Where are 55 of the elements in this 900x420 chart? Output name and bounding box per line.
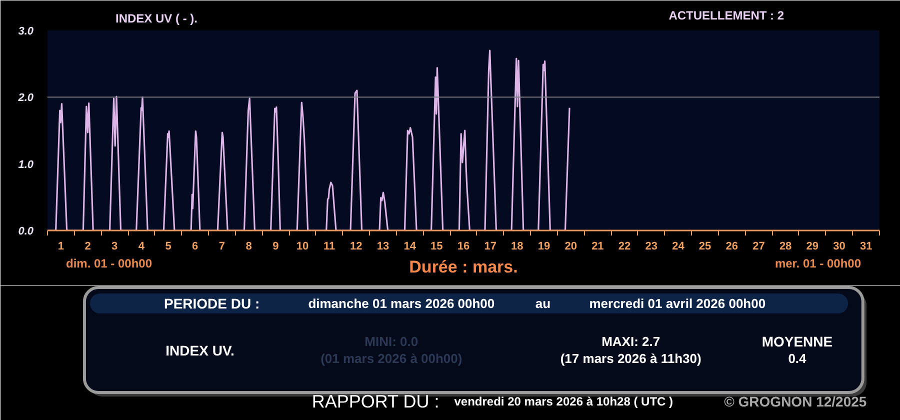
- x-tick-label: 10: [296, 240, 309, 252]
- x-tick-label: 11: [323, 240, 336, 252]
- text: dim. 01 - 00h00: [66, 256, 152, 270]
- x-tick-label: 21: [592, 240, 604, 252]
- y-tick-label: 1.0: [18, 158, 34, 171]
- text: (17 mars 2026 à 11h30): [560, 351, 702, 366]
- x-tick-label: 20: [564, 240, 577, 252]
- x-tick-label: 1: [58, 240, 64, 252]
- x-tick-label: 25: [698, 240, 712, 252]
- x-axis-title: Durée : mars.: [409, 258, 518, 276]
- text: RAPPORT DU :: [312, 392, 440, 412]
- x-tick-label: 3: [112, 240, 118, 252]
- x-tick-label: 31: [860, 240, 872, 252]
- text: mercredi 01 avril 2026 00h00: [589, 296, 766, 311]
- x-tick-label: 29: [806, 240, 819, 252]
- x-tick-label: 24: [672, 240, 686, 252]
- text: MOYENNE: [762, 334, 833, 350]
- text: au: [535, 296, 551, 311]
- text: dimanche 01 mars 2026 00h00: [308, 296, 495, 311]
- line-series: [48, 50, 570, 230]
- text: PERIODE DU :: [164, 296, 260, 312]
- x-tick-label: 19: [538, 240, 550, 252]
- y-tick-label: 2.0: [17, 92, 34, 104]
- text: INDEX UV.: [166, 342, 234, 358]
- text: mer. 01 - 00h00: [774, 256, 862, 270]
- x-tick-label: 4: [138, 240, 146, 252]
- text: 0.4: [788, 351, 808, 366]
- x-tick-label: 22: [618, 240, 631, 252]
- text: MAXI: 2.7: [602, 334, 660, 349]
- x-tick-label: 5: [165, 240, 172, 252]
- x-tick-label: 30: [833, 240, 846, 252]
- y-tick-label: 0.0: [18, 226, 34, 238]
- x-tick-label: 13: [376, 240, 390, 252]
- x-tick-label: 27: [752, 240, 765, 252]
- y-tick-label: 3.0: [18, 26, 34, 38]
- x-tick-label: 14: [404, 240, 417, 252]
- text: ACTUELLEMENT : 2: [668, 8, 784, 22]
- x-tick-label: 6: [192, 240, 198, 252]
- x-tick-label: 7: [218, 240, 226, 252]
- x-tick-label: 8: [246, 240, 252, 252]
- x-tick-label: 2: [84, 240, 91, 252]
- x-tick-label: 16: [457, 240, 470, 252]
- chart-title: INDEX UV ( - ).: [116, 12, 198, 26]
- x-tick-label: 23: [645, 240, 658, 252]
- x-tick-label: 12: [350, 240, 362, 252]
- text: (01 mars 2026 à 00h00): [320, 351, 462, 366]
- text: © GROGNON 12/2025: [724, 394, 867, 410]
- x-tick-label: 15: [430, 240, 443, 252]
- text: vendredi 20 mars 2026 à 10h28 ( UTC ): [454, 394, 674, 408]
- x-tick-label: 28: [779, 240, 792, 252]
- text: MINI: 0.0: [364, 334, 418, 349]
- x-tick-label: 17: [484, 240, 496, 252]
- x-tick-label: 18: [511, 240, 524, 252]
- x-tick-label: 9: [272, 240, 279, 252]
- x-tick-label: 26: [726, 240, 738, 252]
